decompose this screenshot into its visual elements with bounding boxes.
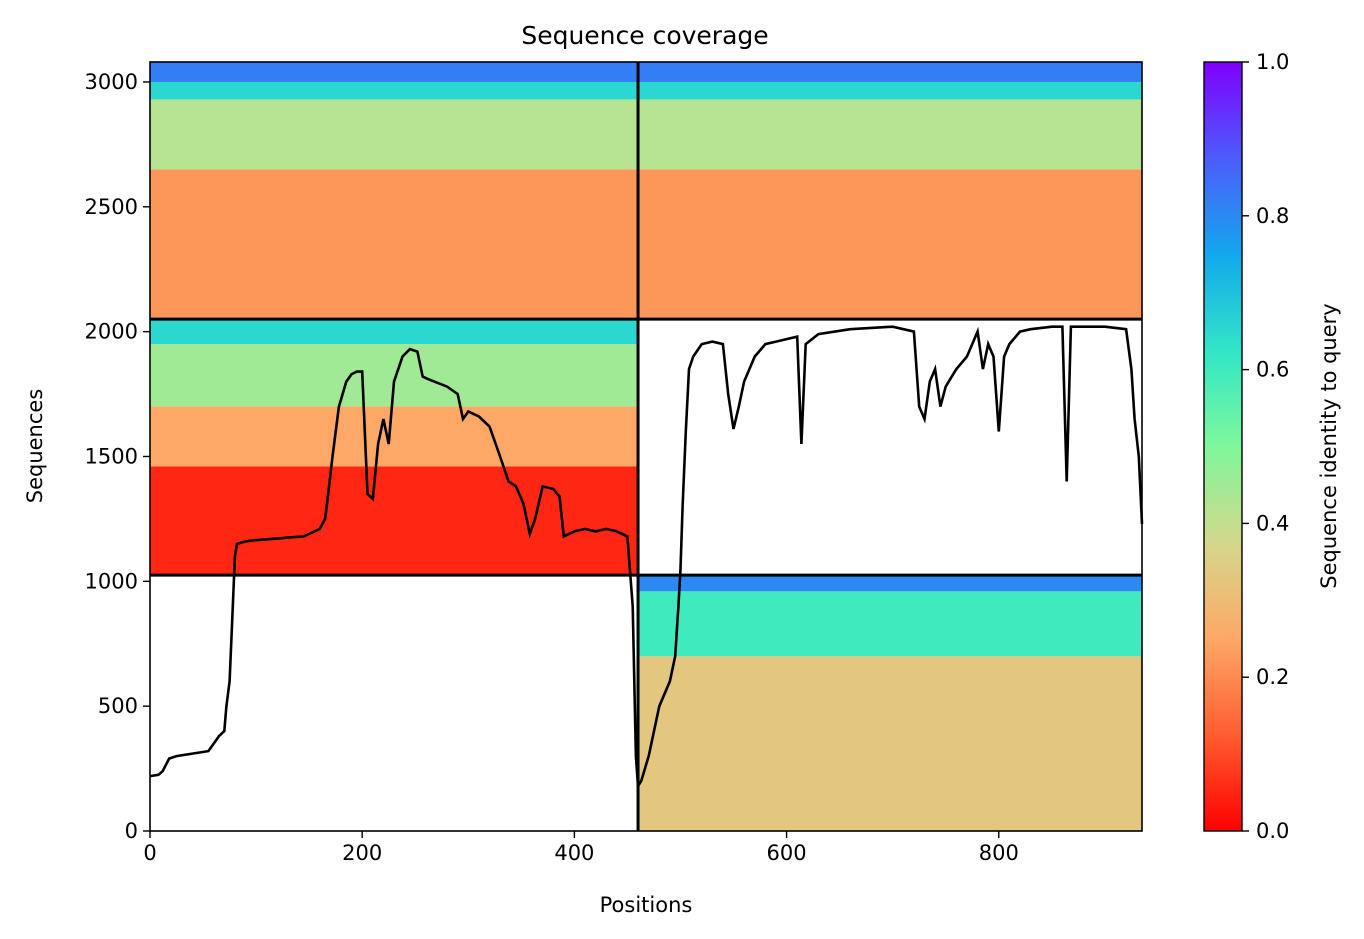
colorbar: 0.0 0.2 0.4 0.6 0.8 1.0 Sequence identity to … xyxy=(1203,50,1341,843)
identity-band xyxy=(150,406,639,467)
coverage-line xyxy=(149,325,1144,791)
x-axis-title: Positions xyxy=(600,893,693,917)
identity-band xyxy=(150,319,639,345)
y-tick-label: 0 xyxy=(125,819,138,843)
block-dividers xyxy=(150,62,1142,831)
identity-band xyxy=(150,466,639,576)
identity-band xyxy=(150,169,1142,320)
y-tick-label: 500 xyxy=(98,694,138,718)
colorbar-tick-label: 0.2 xyxy=(1256,665,1289,689)
colorbar-tick-label: 0.8 xyxy=(1256,204,1289,228)
identity-band xyxy=(638,575,1142,592)
colorbar-tick-label: 0.0 xyxy=(1256,819,1289,843)
x-tick-label: 200 xyxy=(342,841,382,865)
x-tick-label: 800 xyxy=(979,841,1019,865)
block-paired xyxy=(150,62,1142,320)
plot-frame xyxy=(149,61,1143,832)
y-tick-label: 2500 xyxy=(85,195,138,219)
colorbar-gradient xyxy=(1203,61,1243,832)
identity-band xyxy=(638,656,1142,831)
y-tick-label: 3000 xyxy=(85,70,138,94)
identity-band xyxy=(150,62,1142,82)
identity-band xyxy=(150,344,639,407)
block-chain-a-only xyxy=(638,575,1142,831)
y-tick-label: 2000 xyxy=(85,320,138,344)
y-axis: 0 500 1000 1500 2000 2500 3000 xyxy=(85,70,150,843)
colorbar-tick-label: 0.4 xyxy=(1256,511,1289,535)
block-chain-b-only xyxy=(150,319,639,576)
identity-band xyxy=(638,591,1142,657)
x-tick-label: 400 xyxy=(554,841,594,865)
chart-title: Sequence coverage xyxy=(521,21,768,50)
coverage-heatmap xyxy=(150,62,1142,831)
colorbar-tick-label: 0.6 xyxy=(1256,358,1289,382)
x-axis: 0 200 400 600 800 xyxy=(143,831,1019,865)
y-tick-label: 1000 xyxy=(85,569,138,593)
x-tick-label: 600 xyxy=(767,841,807,865)
colorbar-tick-label: 1.0 xyxy=(1256,50,1289,74)
colorbar-title: Sequence identity to query xyxy=(1317,303,1341,588)
y-tick-label: 1500 xyxy=(85,444,138,468)
identity-band xyxy=(150,99,1142,170)
plot-area xyxy=(149,61,1144,832)
colorbar-ticks: 0.0 0.2 0.4 0.6 0.8 1.0 xyxy=(1242,50,1289,843)
identity-band xyxy=(150,81,1142,100)
y-axis-title: Sequences xyxy=(23,389,47,504)
x-tick-label: 0 xyxy=(143,841,156,865)
